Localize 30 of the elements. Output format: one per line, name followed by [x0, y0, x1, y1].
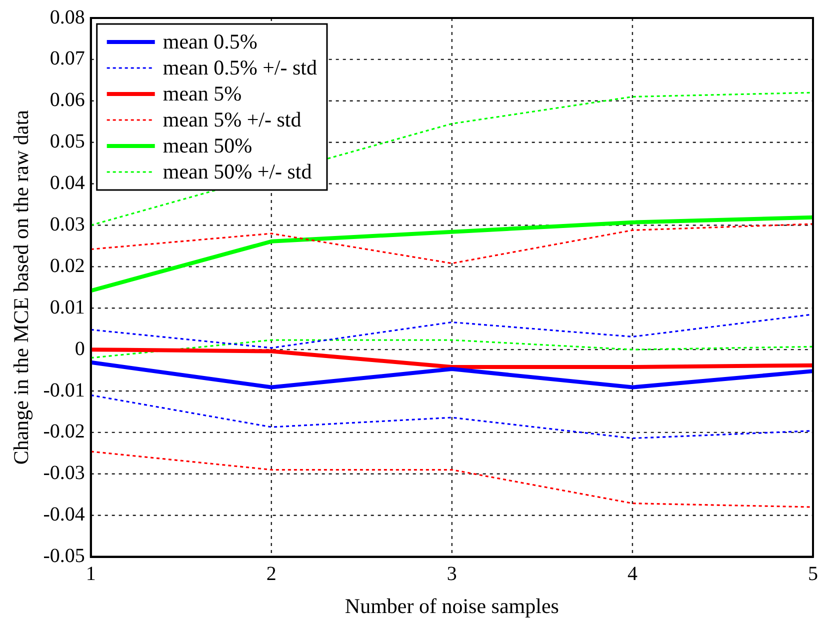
- y-tick-label: -0.05: [43, 545, 85, 568]
- legend-label: mean 0.5%: [162, 30, 258, 54]
- legend-label: mean 0.5% +/- std: [162, 56, 318, 80]
- y-tick-label: -0.03: [43, 462, 85, 484]
- x-tick-label: 2: [266, 563, 276, 586]
- y-tick-label: -0.01: [43, 379, 85, 402]
- legend-label: mean 5% +/- std: [162, 108, 302, 132]
- line-series: [90, 223, 813, 264]
- x-tick-label: 4: [627, 563, 638, 586]
- y-tick-label: 0.02: [50, 254, 85, 277]
- y-tick-label: 0.06: [50, 89, 85, 112]
- y-tick-label: 0.08: [50, 6, 85, 28]
- y-tick-label: -0.02: [43, 420, 85, 443]
- x-tick-label: 1: [86, 563, 96, 586]
- x-tick-label: 3: [446, 563, 457, 586]
- y-tick-label: 0.07: [50, 48, 85, 70]
- line-series: [90, 339, 813, 359]
- legend-label: mean 50%: [162, 134, 252, 158]
- y-tick-label: 0.01: [50, 296, 85, 318]
- y-tick-label: 0.04: [50, 172, 85, 194]
- legend-label: mean 5%: [162, 82, 242, 106]
- y-axis-title: Change in the MCE based on the raw data: [9, 109, 34, 465]
- legend-label: mean 50% +/- std: [162, 160, 312, 184]
- x-axis-title: Number of noise samples: [344, 594, 559, 618]
- y-tick-label: 0: [74, 338, 85, 360]
- y-tick-label: 0.05: [50, 130, 85, 153]
- x-tick-label: 5: [808, 563, 818, 586]
- y-tick-label: 0.03: [50, 213, 85, 236]
- line-series: [90, 450, 813, 508]
- y-tick-label: -0.04: [43, 504, 85, 526]
